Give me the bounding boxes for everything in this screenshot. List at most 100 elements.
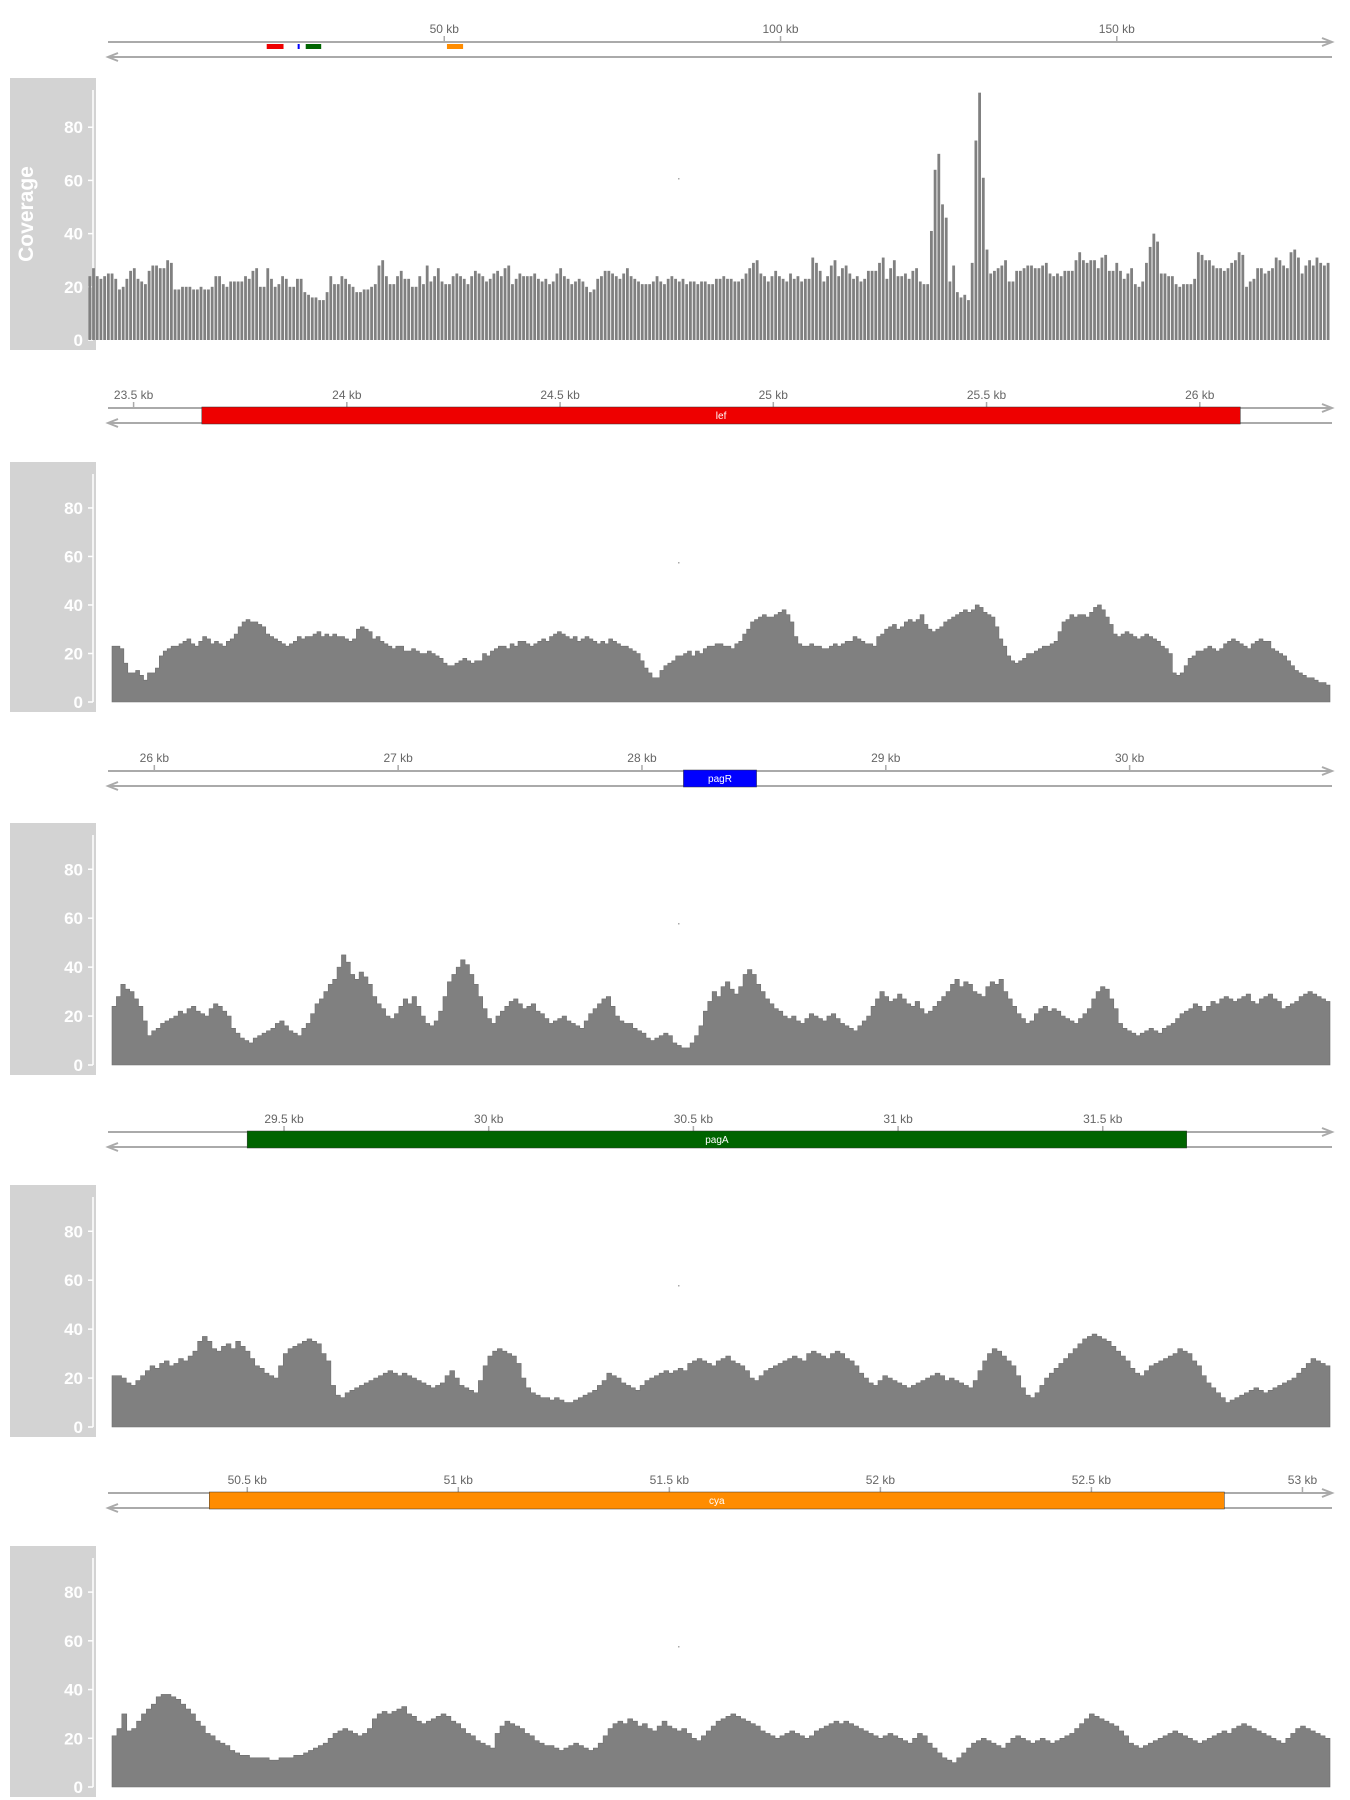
coverage-bar [244, 276, 247, 340]
coverage-bar [477, 273, 481, 340]
coverage-bar [1196, 252, 1200, 340]
coverage-bar [118, 289, 121, 340]
coverage-bar [1200, 254, 1204, 340]
coverage-bar [996, 268, 1000, 340]
coverage-bar [181, 286, 184, 340]
y-tick-label: 20 [64, 1007, 83, 1026]
coverage-bar [1182, 284, 1185, 340]
coverage-bar [1315, 257, 1319, 340]
y-tick-label: 0 [74, 331, 83, 350]
coverage-bar [1096, 268, 1100, 340]
y-tick-label: 60 [64, 1271, 83, 1290]
coverage-bar [1137, 286, 1141, 340]
coverage-bar [633, 278, 637, 340]
coverage-bar [1082, 260, 1085, 340]
coverage-bar [1204, 260, 1208, 340]
coverage-bar [666, 278, 670, 340]
coverage-bar [1078, 252, 1082, 340]
coverage-bar [1322, 265, 1326, 340]
axis-arrow-right [1321, 1488, 1335, 1498]
x-tick-label: 31.5 kb [1083, 1112, 1123, 1126]
y-tick-label: 60 [64, 909, 83, 928]
coverage-series [111, 1333, 1331, 1428]
coverage-bar [1067, 270, 1070, 340]
coverage-bar [1011, 281, 1015, 340]
coverage-panel: 0 20 40 60 80 Coverage [10, 78, 1330, 350]
coverage-bar [1278, 260, 1282, 340]
coverage-bar [88, 276, 92, 340]
coverage-bar [373, 284, 377, 340]
coverage-bar [1070, 270, 1074, 340]
coverage-bar [733, 281, 737, 340]
coverage-bar [1000, 265, 1004, 340]
coverage-bar [1063, 270, 1067, 340]
coverage-bar [1211, 265, 1215, 340]
coverage-bar [496, 270, 500, 340]
coverage-bar [874, 270, 878, 340]
track-block: 26 kb 27 kb 28 kb 29 kb 30 kb pagR 0 20 40 60 80 [10, 751, 1335, 1075]
coverage-bar [422, 284, 425, 340]
coverage-bar [866, 270, 870, 340]
coverage-bar [188, 286, 192, 340]
coverage-bar [1274, 257, 1278, 340]
coverage-bar [210, 286, 214, 340]
coverage-bar [848, 273, 852, 340]
genome-axis: 50.5 kb 51 kb 51.5 kb 52 kb 52.5 kb 53 kb cya [105, 1473, 1335, 1513]
coverage-bar [711, 284, 715, 340]
coverage-bar [811, 257, 815, 340]
coverage-bar [169, 262, 173, 340]
coverage-bar [829, 265, 833, 340]
coverage-bar [444, 284, 448, 340]
coverage-bar [1226, 268, 1230, 340]
coverage-bar [544, 278, 548, 340]
coverage-bar [429, 281, 433, 340]
coverage-bar [281, 276, 284, 340]
coverage-bar [870, 270, 874, 340]
coverage-bar [1015, 270, 1019, 340]
gene-label: lef [716, 411, 727, 422]
axis-arrow-left [105, 781, 119, 791]
x-tick-label: 50 kb [430, 22, 460, 36]
axis-arrow-right [1321, 403, 1335, 413]
coverage-bar [915, 268, 918, 340]
coverage-bar [826, 276, 829, 340]
coverage-bar [737, 281, 741, 340]
y-tick-label: 40 [64, 1681, 83, 1700]
x-tick-label: 29.5 kb [264, 1112, 304, 1126]
coverage-bar [270, 278, 273, 340]
coverage-bar [173, 289, 177, 340]
coverage-bar [1230, 262, 1234, 340]
x-tick-label: 150 kb [1099, 22, 1135, 36]
coverage-bar [155, 265, 158, 340]
gene-mark [266, 44, 284, 49]
coverage-bar [1326, 262, 1330, 340]
coverage-bar [1052, 276, 1056, 340]
panel-title-strip [10, 823, 96, 1075]
coverage-bar [1178, 286, 1182, 340]
coverage-bar [640, 284, 644, 340]
coverage-bar [618, 278, 622, 340]
coverage-bar [514, 278, 518, 340]
coverage-area [111, 604, 1331, 703]
coverage-bar [555, 273, 559, 340]
panel-dot [678, 562, 680, 564]
coverage-bar [1056, 273, 1059, 340]
coverage-bar [1208, 260, 1211, 340]
coverage-bar [1111, 270, 1115, 340]
coverage-bar [425, 265, 429, 340]
coverage-bar [384, 276, 388, 340]
coverage-bar [837, 276, 841, 340]
coverage-bar [485, 281, 488, 340]
x-tick-label: 50.5 kb [228, 1473, 268, 1487]
coverage-bar [336, 284, 340, 340]
coverage-bar [451, 276, 455, 340]
coverage-bar [900, 276, 904, 340]
coverage-bar [1119, 270, 1122, 340]
coverage-bar [1059, 276, 1063, 340]
coverage-bar [314, 297, 318, 340]
coverage-bar [948, 281, 952, 340]
coverage-bar [1163, 273, 1167, 340]
coverage-bar [440, 281, 444, 340]
coverage-bar [892, 260, 896, 340]
coverage-bar [807, 278, 811, 340]
